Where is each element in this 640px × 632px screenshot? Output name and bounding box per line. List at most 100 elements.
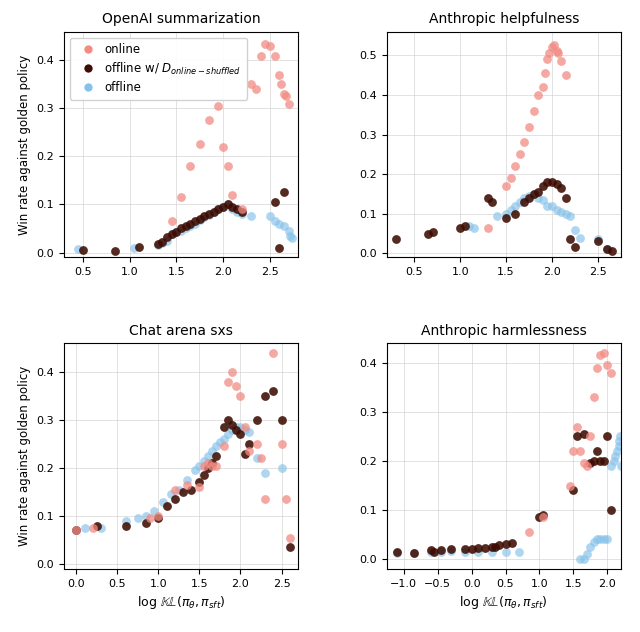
Point bbox=[239, 425, 250, 435]
Point bbox=[281, 92, 291, 102]
Point bbox=[446, 544, 456, 554]
Point bbox=[487, 542, 497, 552]
Point bbox=[227, 190, 237, 200]
Point bbox=[182, 475, 192, 485]
Point bbox=[154, 513, 164, 523]
Point bbox=[219, 422, 229, 432]
Point bbox=[519, 193, 529, 203]
Point bbox=[204, 116, 214, 126]
Point bbox=[556, 183, 566, 193]
Point bbox=[185, 221, 195, 231]
Point bbox=[236, 391, 246, 401]
Point bbox=[501, 212, 511, 222]
Point bbox=[519, 197, 529, 207]
Point bbox=[492, 210, 502, 221]
Point bbox=[162, 236, 172, 246]
Point bbox=[237, 209, 247, 219]
Point bbox=[132, 513, 143, 523]
Point bbox=[166, 229, 177, 240]
Point bbox=[582, 461, 592, 471]
Point bbox=[157, 238, 168, 248]
Point bbox=[246, 212, 256, 222]
Point bbox=[284, 226, 294, 236]
Point bbox=[219, 441, 229, 451]
Point bbox=[198, 470, 209, 480]
Point bbox=[204, 209, 214, 219]
Point bbox=[609, 456, 619, 466]
Point bbox=[506, 205, 516, 215]
Point bbox=[207, 461, 217, 471]
Point bbox=[274, 219, 284, 229]
Point bbox=[276, 439, 287, 449]
Point bbox=[209, 207, 219, 217]
Point bbox=[204, 210, 214, 220]
Point bbox=[599, 534, 609, 544]
Point bbox=[171, 227, 181, 237]
Point bbox=[287, 233, 298, 243]
Point bbox=[213, 204, 223, 214]
Point bbox=[589, 392, 599, 402]
Point bbox=[540, 68, 550, 78]
Point bbox=[436, 547, 446, 557]
Point bbox=[251, 84, 261, 94]
Point bbox=[269, 51, 280, 61]
Point bbox=[176, 226, 186, 236]
Point bbox=[533, 90, 543, 100]
Point bbox=[236, 422, 246, 432]
Point bbox=[565, 234, 575, 245]
Point bbox=[392, 547, 402, 557]
Point bbox=[593, 234, 603, 245]
Point bbox=[195, 461, 205, 471]
Point bbox=[510, 201, 520, 211]
Point bbox=[276, 80, 286, 90]
Point bbox=[529, 189, 539, 199]
Point bbox=[157, 497, 168, 507]
Point bbox=[589, 456, 599, 466]
Point bbox=[231, 425, 241, 435]
Point bbox=[120, 521, 131, 531]
Point bbox=[134, 241, 144, 252]
Point bbox=[246, 80, 256, 90]
Point bbox=[592, 446, 602, 456]
Point bbox=[542, 201, 552, 211]
Point bbox=[178, 487, 188, 497]
Point bbox=[180, 224, 191, 234]
Point bbox=[171, 228, 181, 238]
Point bbox=[506, 173, 516, 183]
Point bbox=[538, 181, 548, 191]
Point bbox=[593, 236, 603, 246]
Point bbox=[141, 518, 151, 528]
Point bbox=[110, 246, 120, 256]
Point bbox=[436, 545, 446, 555]
Point bbox=[252, 415, 262, 425]
Point bbox=[244, 439, 254, 449]
Point bbox=[195, 477, 205, 487]
Point bbox=[279, 89, 289, 99]
Point bbox=[483, 222, 493, 233]
Point bbox=[79, 523, 90, 533]
Point bbox=[533, 187, 543, 197]
Point bbox=[256, 453, 266, 463]
Point bbox=[605, 461, 616, 471]
Point bbox=[589, 537, 599, 547]
Point bbox=[428, 226, 438, 236]
Point bbox=[446, 546, 456, 556]
Point bbox=[519, 137, 529, 147]
Point bbox=[490, 542, 500, 552]
Point bbox=[552, 46, 562, 56]
Point bbox=[572, 431, 582, 441]
Point bbox=[616, 461, 626, 471]
Point bbox=[195, 140, 205, 150]
Point bbox=[129, 243, 140, 253]
Point bbox=[538, 512, 548, 522]
Point bbox=[166, 489, 176, 499]
Point bbox=[154, 511, 164, 521]
Point bbox=[607, 246, 617, 257]
Point bbox=[202, 458, 212, 468]
Point bbox=[285, 542, 295, 552]
Title: OpenAI summarization: OpenAI summarization bbox=[102, 12, 260, 27]
Point bbox=[570, 242, 580, 252]
Point bbox=[218, 202, 228, 212]
X-axis label: log $\mathbb{KL}(\pi_\theta, \pi_{sft})$: log $\mathbb{KL}(\pi_\theta, \pi_{sft})$ bbox=[460, 594, 548, 611]
Point bbox=[207, 458, 217, 468]
